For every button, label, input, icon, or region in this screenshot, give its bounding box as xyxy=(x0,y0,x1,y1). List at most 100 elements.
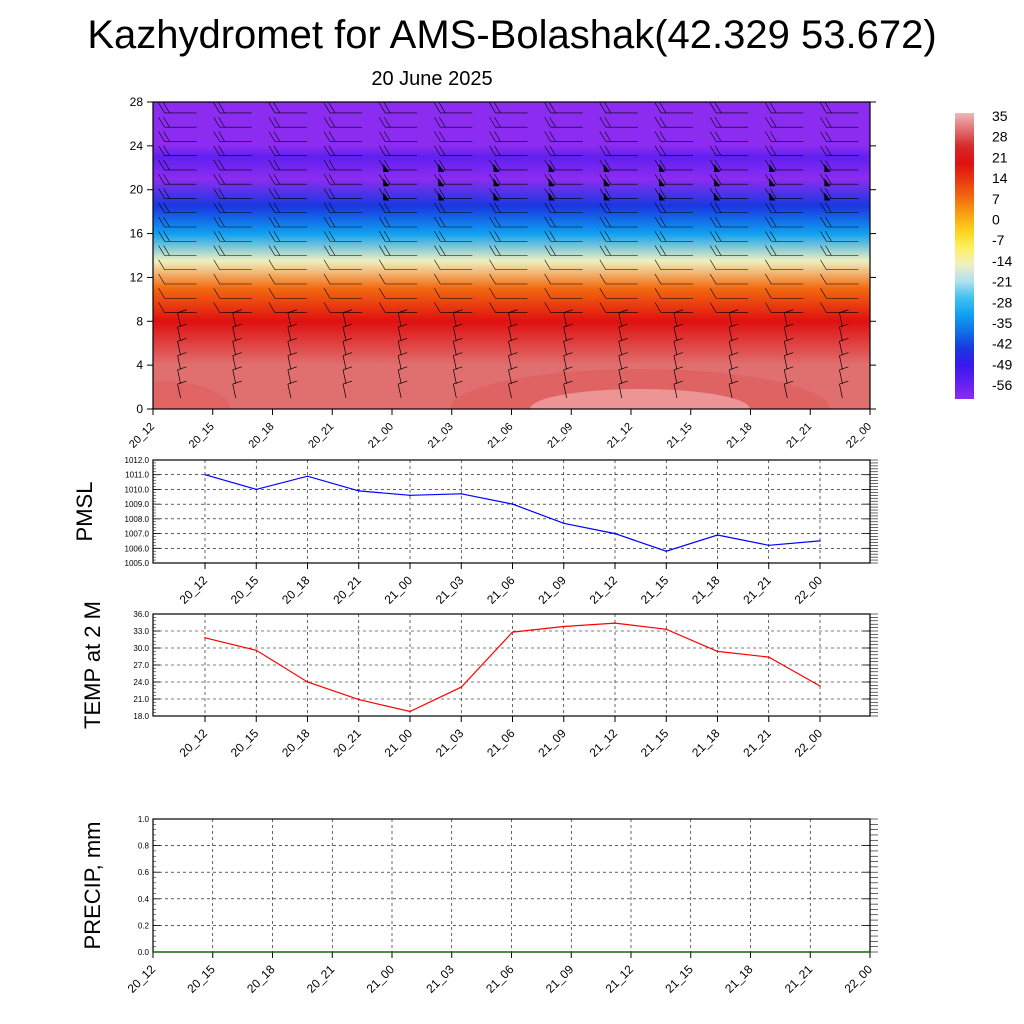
barb-feather xyxy=(323,259,331,270)
warm-area-core xyxy=(530,389,750,409)
wind-barb xyxy=(177,380,187,399)
barb-feather xyxy=(770,159,777,171)
barb-pennant xyxy=(383,163,390,172)
wind-barb xyxy=(323,288,363,299)
barb-feather xyxy=(544,131,551,142)
wind-barb xyxy=(820,259,859,271)
wind-barb xyxy=(820,302,859,313)
wind-barb xyxy=(397,323,408,342)
data-point xyxy=(306,681,309,683)
wind-barb xyxy=(232,323,242,342)
barb-staff xyxy=(618,341,623,356)
wind-barb xyxy=(783,352,794,370)
barb-feather xyxy=(268,231,276,242)
barb-staff xyxy=(563,341,567,356)
barb-feather xyxy=(158,231,165,242)
barb-feather xyxy=(273,102,281,114)
barb-feather xyxy=(563,366,573,371)
barb-feather xyxy=(770,131,777,142)
barb-feather xyxy=(765,117,772,128)
barb-feather xyxy=(439,216,446,228)
barb-feather xyxy=(563,337,573,342)
wind-barb xyxy=(268,288,307,299)
barb-feather xyxy=(544,259,551,270)
wind-barb xyxy=(765,216,804,228)
barb-staff xyxy=(839,341,843,356)
barb-feather xyxy=(563,352,573,356)
barb-feather xyxy=(784,366,794,371)
wind-barb xyxy=(268,302,307,313)
wind-barb xyxy=(434,273,473,285)
y-tick-label: 1011.0 xyxy=(125,471,149,480)
x-tick-label: 21_18 xyxy=(689,726,723,760)
barb-staff xyxy=(783,383,788,399)
barb-staff xyxy=(783,355,788,370)
barb-staff xyxy=(673,355,678,370)
data-point xyxy=(211,951,214,953)
wind-barb xyxy=(709,188,749,201)
wind-barb xyxy=(728,337,739,356)
wind-barb xyxy=(544,117,583,128)
barb-feather xyxy=(714,245,722,256)
barb-pennant xyxy=(603,192,610,201)
barb-feather xyxy=(434,131,441,142)
barb-feather xyxy=(378,259,386,270)
barb-pennant xyxy=(658,192,665,201)
wind-barb xyxy=(765,145,804,157)
barb-feather xyxy=(268,216,276,228)
wind-barb xyxy=(434,231,473,242)
barb-feather xyxy=(604,188,612,199)
data-point xyxy=(716,650,719,653)
wind-barb xyxy=(618,337,628,356)
wind-barb xyxy=(839,352,849,370)
barb-feather xyxy=(770,231,777,242)
barb-staff xyxy=(728,341,733,356)
barb-staff xyxy=(783,312,788,327)
wind-barb xyxy=(268,231,307,242)
barb-staff xyxy=(232,383,237,399)
barb-feather xyxy=(163,159,170,171)
x-tick-label: 22_00 xyxy=(842,962,876,996)
barb-pennant xyxy=(493,163,500,172)
wind-barb xyxy=(599,174,638,187)
x-tick-label: 20_12 xyxy=(125,962,159,996)
barb-feather xyxy=(218,231,225,242)
wind-barb xyxy=(654,273,693,285)
barb-feather xyxy=(213,174,220,185)
barb-staff xyxy=(342,341,347,356)
barb-feather xyxy=(213,131,220,142)
wind-barb xyxy=(323,188,363,199)
data-point xyxy=(391,951,393,953)
wind-barb xyxy=(213,102,252,114)
y-tick-label: 1010.0 xyxy=(125,485,150,494)
barb-feather xyxy=(714,159,722,171)
x-tick-label: 21_09 xyxy=(545,421,575,451)
barb-staff xyxy=(839,355,843,370)
barb-pennant xyxy=(493,192,500,201)
barb-feather xyxy=(434,117,441,128)
barb-feather xyxy=(839,366,849,371)
data-point xyxy=(614,532,616,535)
x-tick-label: 21_21 xyxy=(784,421,814,451)
x-tick-label: 20_15 xyxy=(184,962,218,996)
wind-barb xyxy=(654,145,693,157)
wind-barb xyxy=(765,102,804,114)
precipitation-panel: 0.0 0.2 0.4 0.6 0.8 1.0 20_12 20_15 20_18 20_21 21… xyxy=(80,815,878,996)
wind-barb xyxy=(599,159,638,172)
wind-barb xyxy=(323,231,363,242)
barb-feather xyxy=(839,337,849,342)
barb-feather xyxy=(765,288,772,299)
barb-feather xyxy=(709,231,717,242)
barb-feather xyxy=(434,216,441,228)
wind-barb xyxy=(489,159,528,172)
x-tick-label: 20_21 xyxy=(330,726,364,760)
barb-feather xyxy=(599,259,607,270)
barb-feather xyxy=(398,380,408,385)
barb-feather xyxy=(489,302,496,313)
wind-barb xyxy=(765,117,804,128)
x-tick-label: 20_18 xyxy=(244,962,278,996)
barb-feather xyxy=(659,216,667,228)
wind-barb xyxy=(323,202,363,214)
barb-feather xyxy=(218,202,225,213)
wind-barb xyxy=(213,117,252,128)
